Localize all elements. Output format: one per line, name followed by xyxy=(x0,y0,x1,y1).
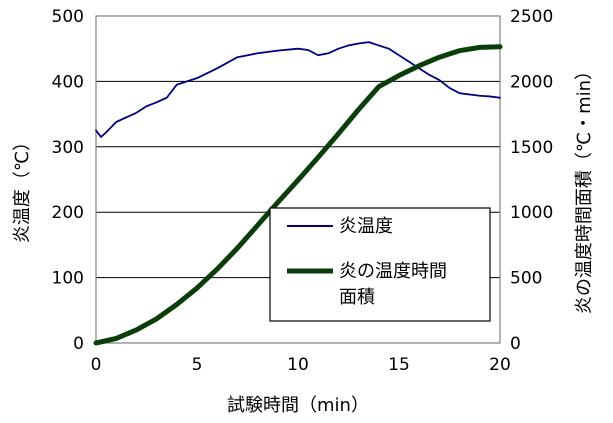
series-layer xyxy=(93,41,503,346)
right-y-tick-label-5: 2500 xyxy=(510,7,553,27)
legend-box: 炎温度 炎の温度時間 面積 xyxy=(269,207,491,322)
right-y-tick-label-1: 500 xyxy=(510,269,542,289)
x-tick-label-4: 20 xyxy=(489,355,511,375)
series-line-flame-temperature xyxy=(95,41,501,138)
legend-label-flame-temperature: 炎温度 xyxy=(339,216,393,237)
left-y-tick-label-0: 0 xyxy=(73,334,84,354)
right-y-tick-label-4: 2000 xyxy=(510,72,553,92)
right-y-tick-label-2: 1000 xyxy=(510,203,553,223)
legend-label-flame-temperature-area-line1: 炎の温度時間 xyxy=(339,261,447,282)
series-line-flame-temperature-area xyxy=(93,44,503,346)
x-axis-title: 試験時間（min） xyxy=(227,395,369,416)
left-y-tick-label-3: 300 xyxy=(52,138,84,158)
left-y-tick-label-4: 400 xyxy=(52,72,84,92)
x-tick-label-1: 5 xyxy=(192,355,203,375)
x-tick-label-0: 0 xyxy=(91,355,102,375)
plot-frame xyxy=(95,15,501,344)
ticks: 0 100 200 300 400 500 0 500 1000 1500 2000 2500 0 5 10… xyxy=(52,7,554,375)
left-axis-title: 炎温度（℃） xyxy=(12,133,33,243)
x-tick-label-2: 10 xyxy=(287,355,309,375)
right-axis-title: 炎の温度時間面積（℃・min） xyxy=(574,62,595,314)
x-tick-label-3: 15 xyxy=(388,355,410,375)
right-y-tick-label-0: 0 xyxy=(510,334,521,354)
left-y-tick-label-5: 500 xyxy=(52,7,84,27)
right-y-tick-label-3: 1500 xyxy=(510,138,553,158)
left-y-tick-label-2: 200 xyxy=(52,203,84,223)
legend-label-flame-temperature-area-line2: 面積 xyxy=(339,287,375,308)
left-y-tick-label-1: 100 xyxy=(52,269,84,289)
